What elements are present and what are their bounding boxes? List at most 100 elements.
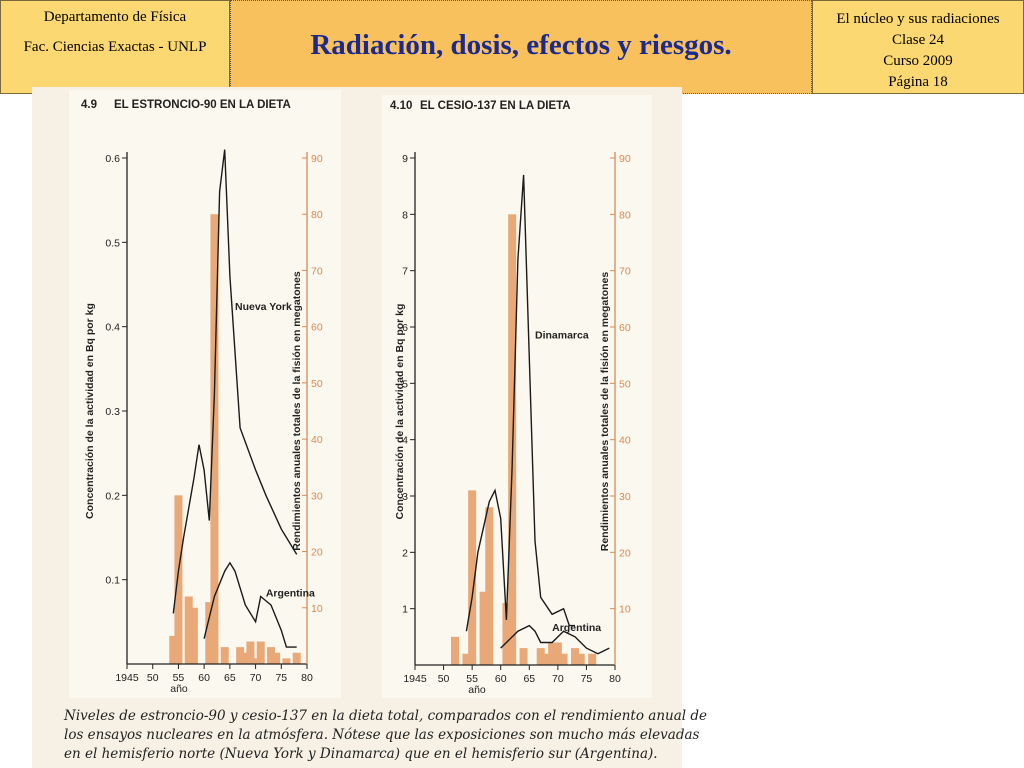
fission-bar — [267, 647, 275, 664]
x-tick-label: 80 — [301, 672, 313, 684]
fission-bar — [542, 653, 551, 665]
x-tick-label: 70 — [250, 672, 262, 684]
x-tick-label: 80 — [609, 673, 621, 685]
fission-bar — [588, 653, 597, 665]
cesium-chart: 1 2 3 4 5 6 7 8 9 10 20 30 40 50 60 70 80 90 1945 50 55 60 65 7… — [394, 152, 631, 696]
fission-bar — [508, 214, 517, 665]
y-left-tick-label: 2 — [402, 547, 408, 559]
y-right-axis-label: Rendimientos anuales totales de la fisió… — [291, 271, 303, 551]
fission-bar — [479, 591, 488, 665]
y-right-tick-label: 80 — [619, 209, 631, 221]
department-name: Departamento de Física — [43, 9, 187, 25]
x-tick-label: 1945 — [115, 672, 139, 684]
header-course-info: El núcleo y sus radiaciones Clase 24 Cur… — [812, 0, 1024, 94]
x-tick-label: 50 — [147, 672, 159, 684]
y-left-tick-label: 5 — [402, 378, 408, 390]
x-tick-label: 60 — [198, 672, 210, 684]
x-tick-label: 65 — [523, 673, 535, 685]
series-label: Dinamarca — [535, 329, 589, 341]
caption-line: en el hemisferio norte (Nueva York y Din… — [64, 746, 658, 762]
scanned-figure: 4.9 EL ESTRONCIO-90 EN LA DIETA 0.1 0.2 0.… — [32, 87, 707, 768]
fission-bar — [174, 495, 183, 664]
fission-bar — [205, 602, 214, 664]
class-number: Clase 24 — [891, 32, 945, 48]
caption-line: los ensayos nucleares en la atmósfera. N… — [64, 727, 700, 743]
course-year: Curso 2009 — [883, 53, 953, 69]
y-right-axis-label: Rendimientos anuales totales de la fisió… — [599, 272, 611, 552]
y-left-tick-label: 3 — [402, 491, 408, 503]
fission-bar — [553, 642, 562, 665]
fission-bar — [272, 652, 281, 664]
fission-bar — [251, 658, 260, 664]
y-right-tick-label: 10 — [311, 603, 323, 615]
chart-title: EL CESIO-137 EN LA DIETA — [420, 100, 571, 112]
fission-bar — [169, 635, 178, 664]
fission-bar — [210, 214, 219, 664]
y-right-tick-label: 60 — [311, 322, 323, 334]
fission-bar — [256, 641, 265, 664]
header-department: Departamento de Física Fac. Ciencias Exa… — [0, 0, 230, 94]
x-tick-label: 65 — [224, 672, 236, 684]
y-right-tick-label: 80 — [311, 209, 323, 221]
x-tick-label: 55 — [466, 673, 478, 685]
fission-bar — [468, 490, 477, 665]
y-right-tick-label: 70 — [619, 266, 631, 278]
fission-bar — [282, 658, 291, 664]
fission-bar — [292, 652, 301, 664]
fission-bar — [519, 648, 528, 665]
fission-bar — [559, 653, 568, 665]
y-left-tick-label: 1 — [402, 604, 408, 616]
x-tick-label: 50 — [438, 673, 450, 685]
fission-bar — [502, 603, 511, 665]
chart-number: 4.9 — [81, 99, 97, 111]
y-left-axis-label: Concentración de la actividad en Bq por … — [84, 303, 96, 519]
series-label: Nueva York — [235, 301, 292, 313]
chart-panel-strontium: 4.9 EL ESTRONCIO-90 EN LA DIETA 0.1 0.2 0.… — [69, 90, 341, 698]
chart-number: 4.10 — [390, 100, 413, 112]
fission-bar — [536, 648, 545, 665]
y-right-tick-label: 40 — [619, 435, 631, 447]
y-left-tick-label: 8 — [402, 209, 408, 221]
series-label: Argentina — [552, 622, 601, 634]
x-tick-label: 75 — [275, 672, 287, 684]
x-tick-label: 55 — [173, 672, 185, 684]
y-right-tick-label: 30 — [311, 490, 323, 502]
series-line-argentina — [203, 561, 297, 648]
series-line-argentina — [500, 624, 610, 655]
fission-bar — [220, 647, 229, 664]
x-tick-label: 75 — [581, 673, 593, 685]
fission-bar — [246, 641, 255, 664]
y-right-tick-label: 50 — [311, 378, 323, 390]
y-left-tick-label: 7 — [402, 266, 408, 278]
fission-bar — [462, 653, 471, 665]
fission-bar — [451, 636, 459, 665]
y-left-tick-label: 0.5 — [105, 237, 120, 249]
y-right-tick-label: 20 — [619, 547, 631, 559]
x-axis-label: año — [468, 684, 486, 696]
y-left-tick-label: 0.3 — [105, 406, 120, 418]
x-axis-label: año — [170, 683, 188, 695]
series-line-nueva-york — [172, 149, 298, 614]
y-right-tick-label: 90 — [311, 153, 323, 165]
strontium-chart: 0.1 0.2 0.3 0.4 0.5 0.6 10 20 30 40 50 60 70 80 90 1945… — [84, 149, 323, 695]
x-tick-label: 1945 — [403, 673, 427, 685]
y-left-tick-label: 0.1 — [105, 575, 120, 587]
fission-bar — [236, 647, 245, 664]
page-title: Radiación, dosis, efectos y riesgos. — [310, 29, 732, 61]
y-left-axis-label: Concentración de la actividad en Bq por … — [394, 304, 406, 520]
faculty-name: Fac. Ciencias Exactas - UNLP — [23, 39, 207, 55]
x-tick-label: 60 — [495, 673, 507, 685]
header-title-box: Radiación, dosis, efectos y riesgos. — [230, 0, 812, 94]
y-left-tick-label: 4 — [402, 435, 408, 447]
y-left-tick-label: 0.4 — [105, 322, 120, 334]
caption-line: Niveles de estroncio-90 y cesio-137 en l… — [64, 708, 707, 724]
y-right-tick-label: 50 — [619, 378, 631, 390]
y-right-tick-label: 60 — [619, 322, 631, 334]
y-left-tick-label: 0.2 — [105, 490, 120, 502]
x-tick-label: 70 — [552, 673, 564, 685]
y-left-tick-label: 9 — [402, 153, 408, 165]
fission-bar — [485, 507, 494, 665]
fission-bar — [576, 653, 585, 665]
fission-bar — [571, 648, 579, 665]
